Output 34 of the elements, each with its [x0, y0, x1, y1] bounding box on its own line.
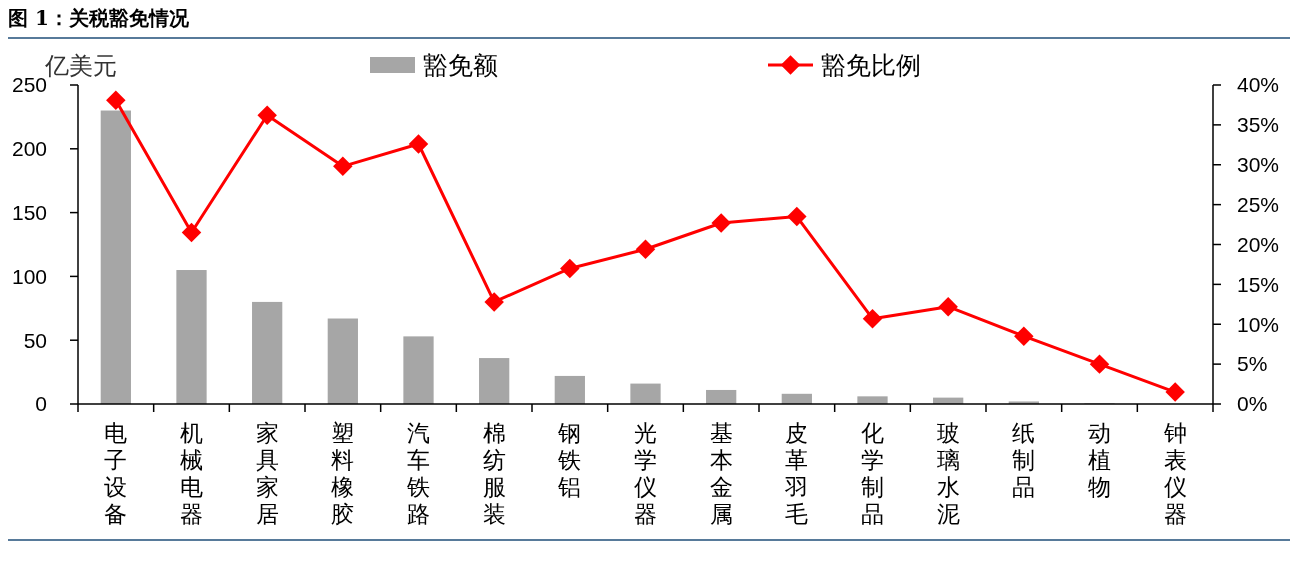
x-tick-label: 棉纺服装 [482, 420, 506, 527]
x-tick-label: 基本金属 [709, 420, 733, 527]
x-tick-label: 钢铁铝 [557, 420, 582, 500]
legend-label: 豁免额 [423, 51, 498, 80]
y2-tick-label: 30% [1237, 153, 1280, 177]
y2-tick-label: 15% [1237, 272, 1280, 296]
y2-tick-label: 0% [1237, 392, 1268, 416]
x-tick-label: 汽车铁路 [406, 420, 430, 527]
legend-label: 豁免比例 [821, 51, 921, 80]
y-tick-label: 100 [11, 264, 47, 288]
y-tick-label: 250 [11, 73, 47, 97]
x-tick-label: 家具家居 [255, 420, 279, 527]
y2-tick-label: 20% [1237, 232, 1280, 256]
y-tick-label: 0 [35, 392, 47, 416]
y2-tick-label: 10% [1237, 312, 1280, 336]
x-tick-label: 塑料橡胶 [331, 420, 355, 527]
x-tick-label: 钟表仪器 [1162, 420, 1187, 527]
chart-title: 图 1：关税豁免情况 [8, 6, 190, 30]
y2-tick-label: 40% [1237, 73, 1280, 97]
x-tick-label: 光学仪器 [634, 420, 657, 527]
y-axis-title: 亿美元 [44, 52, 117, 80]
y2-tick-label: 25% [1237, 192, 1280, 216]
x-tick-label: 动植物 [1088, 420, 1111, 500]
x-tick-label: 机械电器 [180, 420, 203, 527]
x-tick-label: 皮革羽毛 [784, 420, 809, 527]
x-tick-label: 玻璃水泥 [936, 420, 960, 527]
y2-tick-label: 35% [1237, 113, 1280, 137]
y-tick-label: 150 [11, 200, 47, 224]
y-tick-label: 200 [11, 137, 47, 161]
y-tick-label: 50 [23, 328, 47, 352]
x-tick-label: 化学制品 [861, 420, 884, 527]
y2-tick-label: 5% [1237, 352, 1268, 376]
x-tick-label: 电子设备 [104, 420, 128, 527]
x-tick-label: 纸制品 [1012, 420, 1036, 500]
